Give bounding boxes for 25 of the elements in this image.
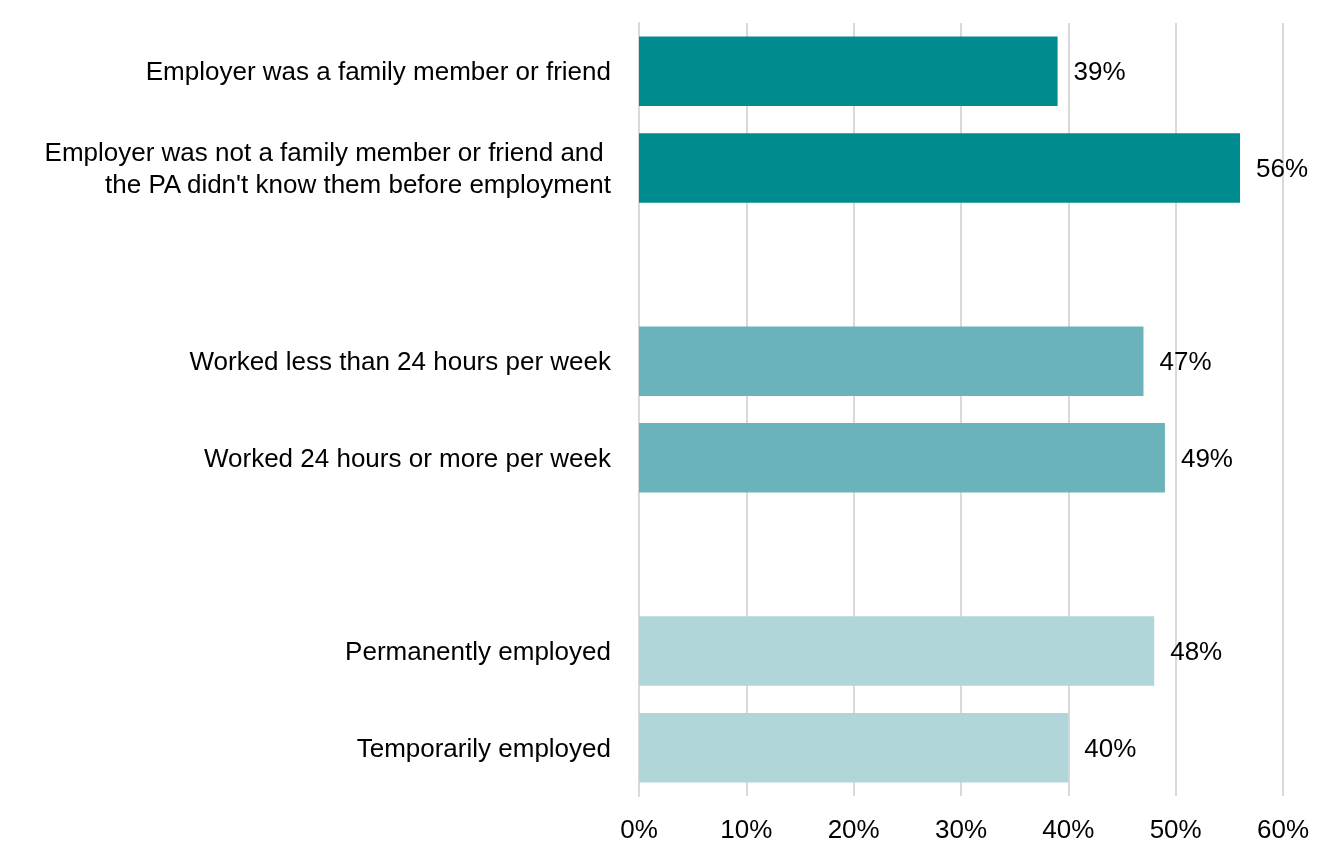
x-tick-label: 50% <box>1149 814 1202 844</box>
data-label: 48% <box>1170 636 1223 667</box>
y-tick-label: Employer was a family member or friend <box>145 56 611 87</box>
x-tick-label: 0% <box>620 814 658 844</box>
data-label: 49% <box>1180 442 1233 473</box>
bar <box>639 712 1069 783</box>
bar <box>639 326 1144 396</box>
bar <box>639 133 1241 203</box>
y-tick-label: Worked 24 hours or more per week <box>203 442 612 473</box>
x-tick-label: 60% <box>1256 814 1310 844</box>
x-tick-label: 40% <box>1042 814 1095 844</box>
x-tick-label: 30% <box>934 814 988 844</box>
y-tick-label: Temporarily employed <box>356 732 611 763</box>
data-label: 40% <box>1084 732 1137 763</box>
data-label: 56% <box>1256 152 1309 183</box>
y-tick-label: Permanently employed <box>345 636 611 667</box>
x-tick-label: 20% <box>827 814 880 844</box>
bar <box>639 423 1165 493</box>
data-label: 39% <box>1073 56 1126 87</box>
bar <box>639 616 1155 686</box>
bar <box>639 36 1058 107</box>
y-tick-label: Worked less than 24 hours per week <box>189 346 612 377</box>
data-label: 47% <box>1159 346 1212 377</box>
x-tick-label: 10% <box>720 814 773 844</box>
y-tick-label: Employer was not a family member or friend and the PA didn't know them before employment <box>44 136 612 199</box>
